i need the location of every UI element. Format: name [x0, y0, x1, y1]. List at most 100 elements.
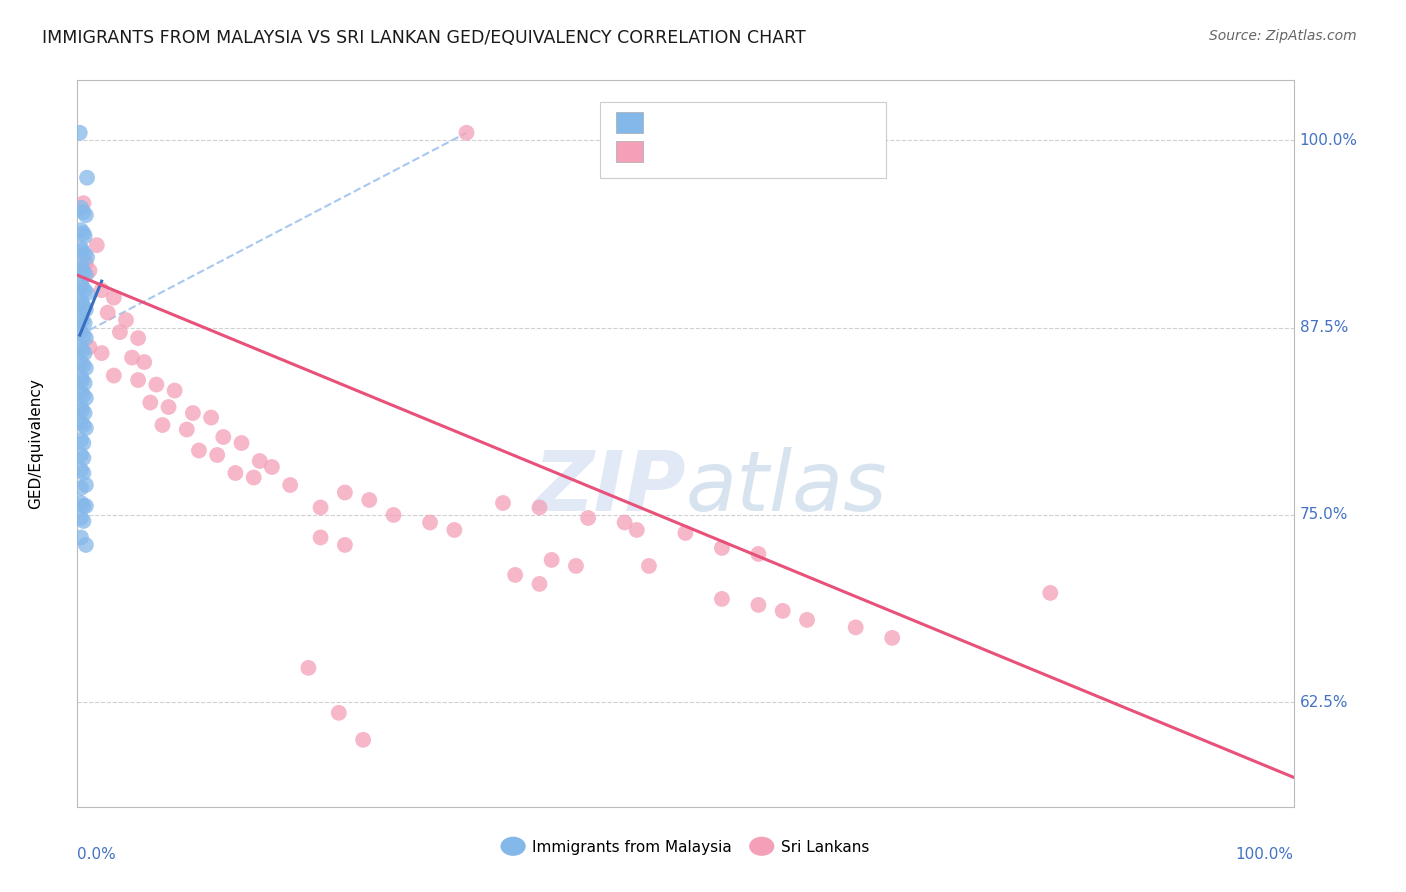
Point — [70, 259, 93, 273]
Point — [882, 631, 904, 645]
Point — [75, 361, 97, 376]
Point — [139, 395, 162, 409]
Text: R =  0.096: R = 0.096 — [658, 115, 740, 130]
Point — [72, 450, 94, 465]
Point — [75, 256, 97, 270]
Point — [115, 313, 138, 327]
Bar — [616, 112, 643, 133]
Point — [72, 300, 94, 314]
Point — [134, 355, 156, 369]
Point — [328, 706, 350, 720]
Point — [72, 205, 94, 219]
Point — [73, 406, 96, 420]
Point — [772, 604, 794, 618]
Point — [90, 346, 112, 360]
Point — [75, 421, 97, 435]
Point — [70, 403, 93, 417]
Point — [333, 538, 356, 552]
Point — [70, 343, 93, 357]
Point — [626, 523, 648, 537]
Point — [492, 496, 515, 510]
Point — [1039, 586, 1062, 600]
Point — [103, 368, 125, 383]
Point — [86, 238, 108, 252]
Text: 62.5%: 62.5% — [1299, 695, 1348, 710]
Point — [70, 448, 93, 462]
Point — [638, 558, 661, 573]
Point — [70, 496, 93, 510]
Point — [72, 436, 94, 450]
Point — [72, 417, 94, 432]
Point — [72, 226, 94, 240]
Point — [79, 263, 101, 277]
Point — [188, 443, 211, 458]
Point — [72, 388, 94, 402]
Point — [249, 454, 271, 468]
Legend: Immigrants from Malaysia, Sri Lankans: Immigrants from Malaysia, Sri Lankans — [495, 834, 876, 862]
Point — [382, 508, 405, 522]
Point — [108, 325, 131, 339]
Point — [157, 400, 180, 414]
Point — [72, 499, 94, 513]
Point — [152, 417, 174, 432]
Point — [529, 577, 551, 591]
Point — [121, 351, 143, 365]
Point — [145, 377, 167, 392]
Point — [72, 328, 94, 343]
Point — [675, 525, 697, 540]
Point — [231, 436, 253, 450]
Point — [200, 410, 222, 425]
Point — [73, 229, 96, 244]
Point — [70, 293, 93, 308]
Point — [212, 430, 235, 444]
Point — [75, 331, 97, 345]
Point — [72, 196, 94, 211]
Point — [456, 126, 478, 140]
Point — [75, 499, 97, 513]
Point — [103, 291, 125, 305]
Point — [260, 460, 283, 475]
Point — [70, 325, 93, 339]
Point — [70, 310, 93, 325]
Point — [75, 478, 97, 492]
Point — [75, 268, 97, 282]
Point — [333, 485, 356, 500]
Point — [70, 415, 93, 429]
Point — [73, 247, 96, 261]
Point — [70, 244, 93, 259]
Text: 75.0%: 75.0% — [1299, 508, 1348, 523]
Point — [352, 732, 374, 747]
Point — [70, 481, 93, 495]
Point — [75, 538, 97, 552]
Point — [73, 283, 96, 297]
Point — [75, 302, 97, 317]
Point — [747, 547, 769, 561]
Point — [242, 470, 264, 484]
Text: N = 72: N = 72 — [794, 144, 848, 159]
Bar — [616, 141, 643, 162]
Point — [70, 400, 93, 414]
Point — [70, 531, 93, 545]
Point — [73, 376, 96, 390]
Point — [309, 531, 332, 545]
Text: atlas: atlas — [686, 447, 887, 528]
Point — [70, 296, 93, 310]
Point — [224, 466, 246, 480]
Point — [72, 265, 94, 279]
Text: R = -0.446: R = -0.446 — [658, 144, 740, 159]
Text: GED/Equivalency: GED/Equivalency — [28, 378, 44, 509]
Point — [297, 661, 319, 675]
Point — [70, 280, 93, 294]
Point — [70, 313, 93, 327]
Point — [79, 340, 101, 354]
Point — [176, 423, 198, 437]
Point — [70, 355, 93, 369]
Point — [529, 500, 551, 515]
Point — [359, 493, 381, 508]
Text: IMMIGRANTS FROM MALAYSIA VS SRI LANKAN GED/EQUIVALENCY CORRELATION CHART: IMMIGRANTS FROM MALAYSIA VS SRI LANKAN G… — [42, 29, 806, 46]
Point — [278, 478, 301, 492]
Point — [73, 346, 96, 360]
Point — [70, 370, 93, 384]
Text: 100.0%: 100.0% — [1236, 847, 1294, 863]
Point — [70, 277, 93, 292]
